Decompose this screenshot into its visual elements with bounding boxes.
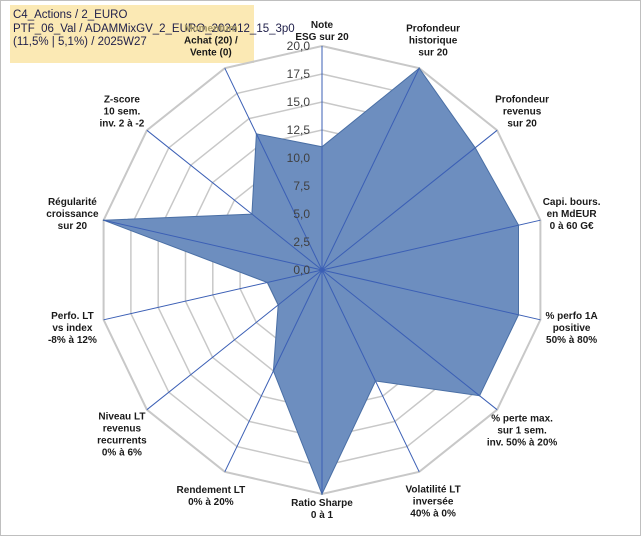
data-point [272,370,275,372]
category-label-line: Perfo. LT [51,311,94,322]
category-label: Z-score 10 sem. inv. 2 à -2 [99,94,144,129]
category-label-line: Z-score [104,94,141,105]
data-point [478,394,481,397]
category-label-line: sur 20 [58,221,88,232]
tick-label: 5,0 [293,207,310,221]
tick-label: 12,5 [287,123,311,137]
info-box: C4_Actions / 2_EURO PTF_06_Val / ADAMMix… [10,5,295,63]
category-label-line: revenus [103,423,142,434]
data-point [255,133,258,135]
category-label-line: Capi. bours. [543,197,601,208]
info-line-2: PTF_06_Val / ADAMMixGV_2_EURO_202412_15_… [13,22,295,35]
axis-spoke [146,129,323,271]
axis-spoke [321,67,420,271]
tick-label: 17,5 [287,67,311,81]
info-line-3: (11,5% | 5,1%) / 2025W27 [13,36,147,48]
category-label-line: 50% à 80% [546,335,597,346]
data-point [321,493,323,495]
category-label-line: en MdEUR [547,209,598,220]
data-point [102,219,105,221]
category-label-line: ESG sur 20 [295,32,349,43]
category-label: % perte max. sur 1 sem. inv. 50% à 20% [487,414,558,449]
tick-label: 10,0 [287,151,311,165]
tick-label: 7,5 [293,179,310,193]
category-label-line: Volatilité LT [406,485,461,496]
category-label: Profondeur revenus sur 20 [495,94,549,129]
data-point [321,146,323,148]
category-label-line: historique [409,35,458,46]
data-point [266,281,269,284]
category-label-line: 0% à 20% [188,497,234,508]
category-label: Profondeur historique sur 20 [406,23,460,58]
data-point [418,67,421,69]
category-label-line: Momentum [184,23,237,34]
category-label-line: Profondeur [406,23,460,34]
category-label-line: Achat (20) / [184,35,238,46]
category-label: Capi. bours. en MdEUR 0 à 60 G€ [543,197,601,232]
data-point [517,224,520,226]
data-point [277,304,280,306]
category-label-line: % perfo 1A [545,311,597,322]
category-label-line: Rendement LT [177,485,246,496]
axis-spoke [146,269,323,411]
category-label-line: 0 à 60 G€ [550,221,594,232]
info-line-1: C4_Actions / 2_EURO [13,9,128,21]
category-label-line: -8% à 12% [48,335,97,346]
category-label: Niveau LT revenus recurrents 0% à 6% [97,411,147,458]
category-label: % perfo 1A positive 50% à 80% [545,311,597,346]
axis-spoke [103,219,323,271]
category-label: Note ESG sur 20 [295,20,349,43]
axis-spoke [103,269,323,321]
category-label-line: inv. 50% à 20% [487,438,558,449]
category-label-line: vs index [52,323,92,334]
category-label-line: inv. 2 à -2 [99,118,144,129]
category-label: Rendement LT 0% à 20% [177,485,246,508]
category-label-line: 0% à 6% [102,447,142,458]
category-label-line: 10 sem. [104,106,141,117]
category-label: Régularité croissance sur 20 [46,197,99,232]
axis-spoke [224,67,323,271]
category-label-line: sur 1 sem. [497,426,547,437]
category-label-line: recurrents [97,435,147,446]
axis-spoke [321,129,498,271]
category-label-line: sur 20 [507,118,537,129]
category-label-line: revenus [503,106,542,117]
category-label-line: 0 à 1 [311,510,334,521]
category-label-line: Note [311,20,334,31]
tick-label: 2,5 [293,235,310,249]
category-label: Volatilité LT inversée 40% à 0% [406,485,461,520]
category-label: Ratio Sharpe 0 à 1 [291,498,353,521]
category-label-line: % perte max. [491,414,553,425]
category-label-line: Vente (0) [190,47,232,58]
tick-label: 0,0 [293,263,310,277]
category-label-line: Profondeur [495,94,549,105]
category-label: Momentum Achat (20) / Vente (0) [184,23,238,58]
tick-label: 15,0 [287,95,311,109]
category-label-line: inversée [413,497,454,508]
category-label-line: sur 20 [418,47,448,58]
axis-spoke [321,219,541,271]
axis-spoke [321,269,498,411]
category-label-line: croissance [46,209,99,220]
category-label: Perfo. LT vs index -8% à 12% [48,311,97,346]
category-label-line: Régularité [48,197,97,208]
data-point [517,314,520,316]
axis-spoke [321,269,420,473]
category-label-line: Ratio Sharpe [291,498,353,509]
tick-label: 20,0 [287,39,311,53]
category-label-line: Niveau LT [98,411,145,422]
data-point [374,380,377,382]
category-label-line: 40% à 0% [410,509,456,520]
category-label-line: positive [553,323,591,334]
data-point [251,213,253,215]
data-point [474,147,477,149]
axis-spoke [321,269,541,321]
